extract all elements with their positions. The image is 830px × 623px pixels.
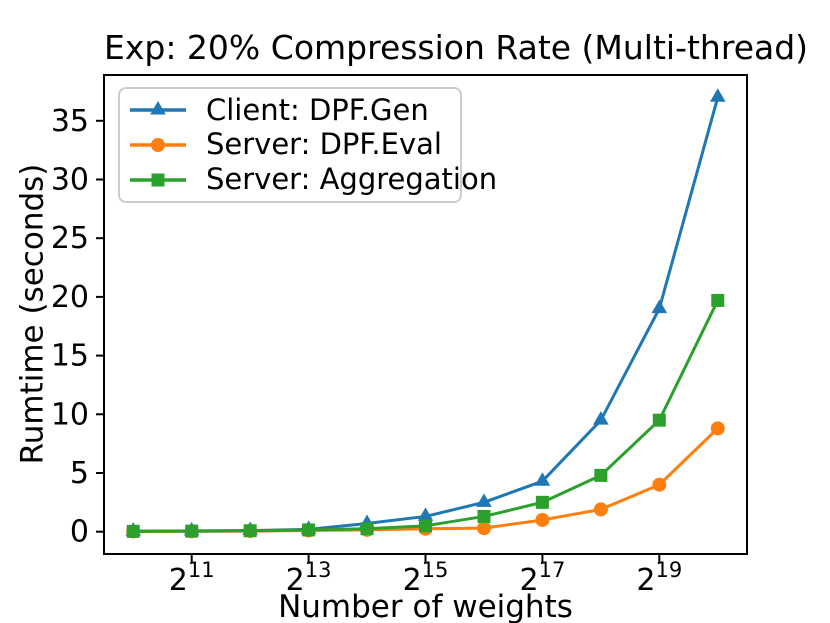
circle-marker-icon: [151, 137, 165, 152]
triangle-marker-icon: [709, 88, 726, 102]
square-marker-icon: [535, 495, 549, 509]
legend-item-client-dpf-gen: Client: DPF.Gen: [128, 93, 460, 127]
square-marker-icon: [126, 524, 140, 538]
legend: Client: DPF.Gen Server: DPF.Eval Server:…: [118, 87, 497, 203]
y-tick-label: 0: [70, 515, 89, 550]
x-tick-label: 219: [636, 558, 682, 598]
square-marker-icon: [419, 519, 432, 533]
square-marker-icon: [151, 173, 165, 187]
legend-item-server-dpf-eval: Server: DPF.Eval: [128, 128, 460, 162]
circle-marker-icon: [710, 421, 725, 436]
square-marker-icon: [711, 293, 725, 307]
x-axis-label: Number of weights: [278, 589, 573, 623]
y-tick-label: 15: [51, 339, 89, 374]
y-tick-label: 25: [51, 221, 89, 256]
square-marker-icon: [360, 522, 374, 536]
square-marker-icon: [652, 413, 666, 427]
triangle-marker-icon: [417, 507, 434, 521]
y-tick-label: 10: [51, 397, 89, 432]
blue-triangle-line-icon: [130, 101, 186, 115]
legend-label: Server: Aggregation: [206, 162, 498, 197]
x-tick-label: 217: [519, 558, 565, 598]
square-marker-icon: [302, 523, 316, 537]
circle-marker-icon: [593, 502, 608, 517]
circle-marker-icon: [535, 512, 550, 527]
y-tick-label: 20: [51, 280, 89, 315]
legend-item-server-aggregation: Server: Aggregation: [128, 163, 497, 197]
x-tick-label: 213: [286, 558, 332, 598]
square-marker-icon: [477, 509, 491, 523]
square-marker-icon: [185, 524, 199, 538]
x-tick-label: 211: [169, 558, 215, 598]
square-marker-icon: [243, 524, 257, 538]
x-tick-label: 215: [403, 558, 449, 598]
triangle-marker-icon: [476, 493, 492, 507]
legend-label: Server: DPF.Eval: [206, 127, 442, 162]
y-tick-label: 35: [51, 104, 89, 139]
triangle-marker-icon: [593, 411, 609, 425]
y-tick-label: 5: [70, 456, 89, 491]
circle-marker-icon: [476, 521, 491, 536]
triangle-marker-icon: [150, 101, 166, 115]
series-server-aggregation: [126, 293, 725, 538]
green-square-line-icon: [130, 173, 186, 187]
square-marker-icon: [594, 468, 608, 482]
triangle-marker-icon: [651, 299, 668, 314]
triangle-marker-icon: [534, 472, 551, 486]
y-tick-label: 30: [51, 162, 89, 197]
chart-title: Exp: 20% Compression Rate (Multi-thread): [104, 28, 809, 67]
circle-marker-icon: [652, 477, 667, 492]
orange-circle-line-icon: [130, 137, 186, 152]
legend-label: Client: DPF.Gen: [206, 92, 429, 127]
